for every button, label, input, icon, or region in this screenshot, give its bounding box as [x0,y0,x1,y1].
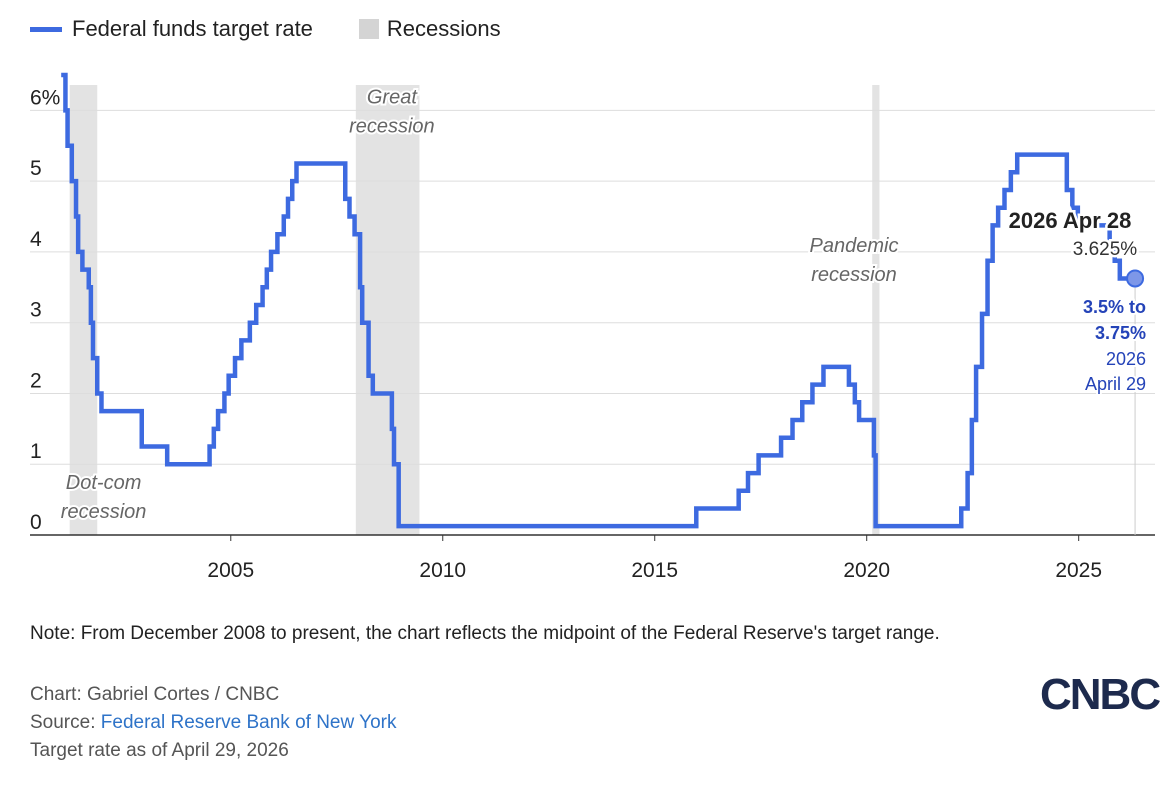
y-tick-label: 1 [30,440,42,463]
x-tick-label: 2025 [1055,559,1102,582]
recession-band-1 [355,85,420,535]
recession-label-1: Great [367,86,418,108]
end-range-line1: 3.5% to [1083,297,1146,317]
y-tick-label: 6% [30,86,60,109]
source-line: Source: Federal Reserve Bank of New York [30,712,396,734]
recession-label-2: Pandemic [810,235,899,257]
y-tick-label: 5 [30,157,42,180]
end-range-line2: 3.75% [1095,323,1146,343]
y-tick-label: 0 [30,511,42,534]
end-point-marker [1126,269,1145,288]
y-tick-label: 4 [30,228,42,251]
series-line [61,72,1136,529]
legend-series-label: Federal funds target rate [72,16,313,41]
hover-date-label: 2026 Apr 28 [1009,208,1132,233]
legend-recessions-label: Recessions [386,16,501,41]
chart-credit: Chart: Gabriel Cortes / CNBC [30,684,280,705]
hover-value-label: 3.625% [1073,239,1138,260]
x-tick-label: 2010 [419,559,466,582]
legend: Federal funds target rate Recessions [30,16,547,42]
as-of-date: Target rate as of April 29, 2026 [30,740,289,761]
x-tick-label: 2020 [843,559,890,582]
chart-note: Note: From December 2008 to present, the… [30,623,940,644]
recession-label-0: Dot-com [66,472,142,494]
cnbc-logo: CNBC [1040,670,1161,719]
x-tick-label: 2015 [631,559,678,582]
source-prefix: Source: [30,712,101,733]
end-date-line2: April 29 [1085,374,1146,394]
legend-recession-swatch [358,19,379,39]
x-tick-label: 2005 [207,559,254,582]
legend-item-series: Federal funds target rate [30,16,313,42]
y-tick-label: 2 [30,369,42,392]
recession-label-1: recession [349,115,435,137]
y-tick-label: 3 [30,299,42,322]
recession-label-0: recession [61,501,147,523]
chart: 0 1 2 3 4 5 6% Dot-com recession Great recession Pa… [30,72,1155,582]
end-date-line1: 2026 [1106,349,1146,369]
recession-band-2 [872,85,880,535]
source-link[interactable]: Federal Reserve Bank of New York [100,712,397,733]
legend-item-recessions: Recessions [358,16,501,42]
recession-label-2: recession [811,264,897,286]
legend-line-swatch [30,26,62,32]
